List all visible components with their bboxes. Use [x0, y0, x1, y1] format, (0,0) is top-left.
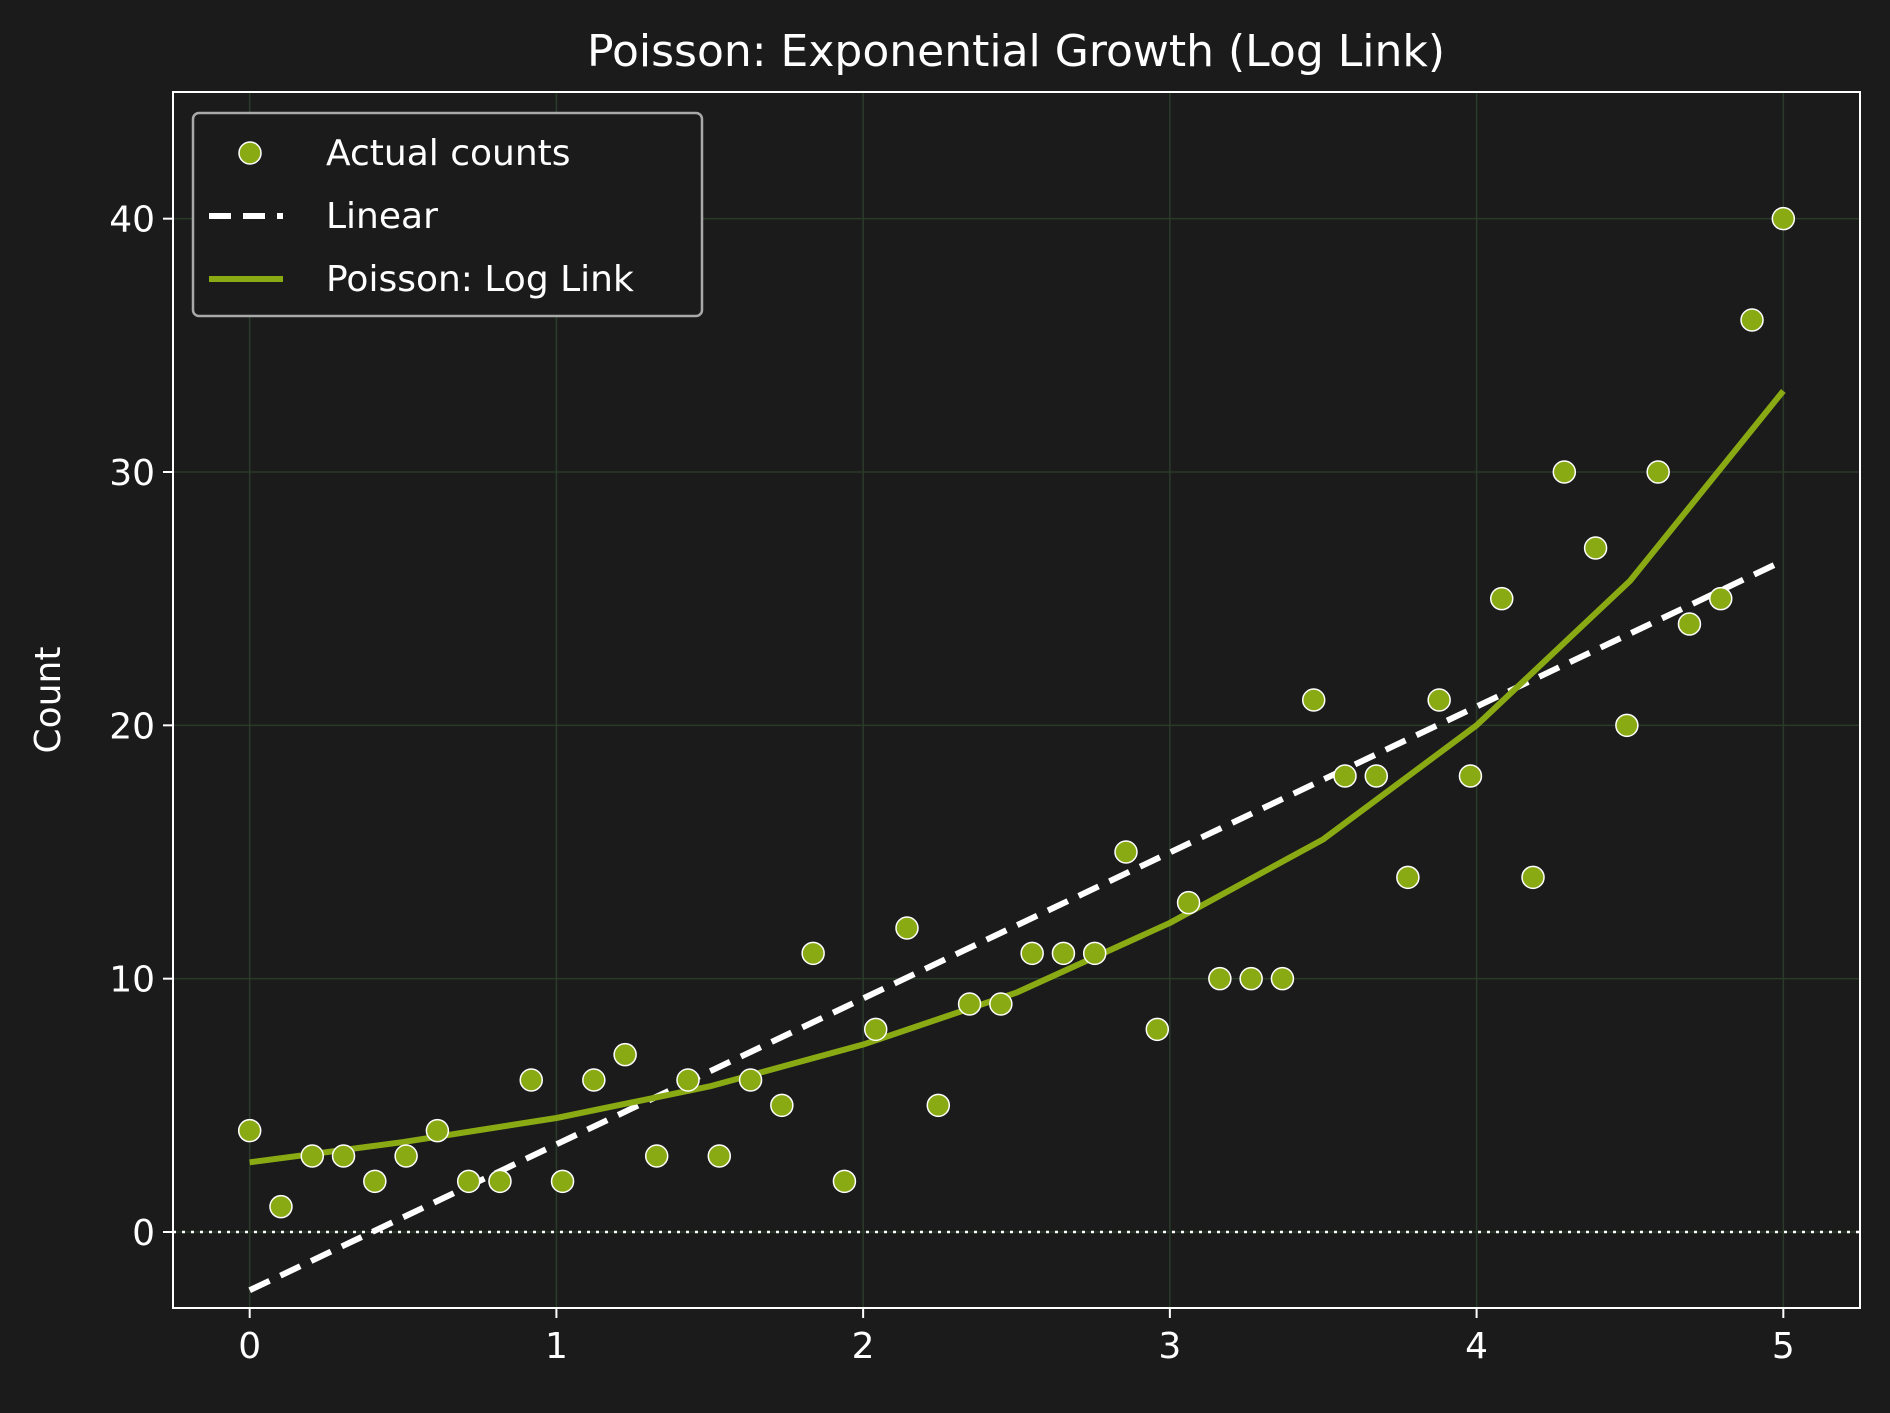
axis-ticks: 0 1 2 3 4 5 0 10 20 30 40: [109, 200, 1795, 1367]
chart-title: Poisson: Exponential Growth (Log Link): [587, 26, 1445, 77]
data-point: [488, 1169, 512, 1194]
y-axis-label: Count: [28, 647, 69, 754]
series-lines: [248, 389, 1786, 1293]
data-point: [1051, 941, 1076, 966]
data-point: [1333, 764, 1357, 788]
y-tick-label: 40: [109, 200, 155, 241]
plot-frame: [172, 91, 1861, 1309]
data-point: [1082, 941, 1107, 966]
data-point: [926, 1093, 951, 1118]
data-point: [1145, 1017, 1170, 1042]
data-point: [832, 1169, 857, 1194]
y-tick-label: 20: [109, 706, 155, 747]
linear-line: [248, 557, 1785, 1293]
data-point: [989, 992, 1013, 1016]
data-point: [425, 1118, 450, 1143]
data-point: [1301, 688, 1326, 712]
legend-marker-scatter: [238, 141, 262, 165]
data-point: [237, 1118, 262, 1143]
data-point: [1740, 308, 1764, 332]
data-point: [1020, 941, 1044, 966]
legend-label: Poisson: Log Link: [326, 259, 634, 300]
x-tick-label: 0: [238, 1326, 261, 1367]
data-point: [707, 1144, 732, 1168]
data-point: [1677, 612, 1702, 636]
x-tick-label: 5: [1772, 1326, 1795, 1367]
data-point: [1427, 688, 1451, 712]
legend-box: [191, 111, 704, 318]
poisson-log-link-line: [249, 389, 1786, 1166]
data-point: [801, 941, 825, 966]
data-point: [363, 1169, 387, 1194]
scatter-points: [237, 206, 1796, 1219]
data-point: [1583, 536, 1608, 560]
y-tick-label: 0: [132, 1213, 155, 1254]
legend: Actual counts Linear Poisson: Log Link: [191, 111, 704, 318]
data-point: [1615, 713, 1639, 738]
data-point: [957, 992, 982, 1016]
data-point: [1396, 865, 1420, 890]
legend-label: Linear: [326, 196, 438, 237]
data-point: [1458, 764, 1483, 788]
data-point: [644, 1144, 669, 1168]
data-point: [613, 1042, 637, 1067]
data-point: [456, 1169, 481, 1194]
data-point: [770, 1093, 794, 1118]
data-point: [895, 916, 919, 940]
data-point: [519, 1068, 544, 1092]
data-point: [300, 1144, 325, 1168]
data-point: [1176, 890, 1201, 915]
y-tick-label: 30: [109, 453, 155, 494]
data-point: [1239, 966, 1263, 991]
data-point: [1521, 865, 1545, 890]
data-point: [1270, 966, 1295, 991]
data-point: [1646, 460, 1670, 484]
data-point: [1708, 586, 1733, 611]
legend-label: Actual counts: [326, 133, 571, 174]
data-point: [331, 1144, 356, 1168]
data-point: [863, 1017, 888, 1042]
x-tick-label: 4: [1465, 1326, 1488, 1367]
data-point: [1364, 764, 1389, 788]
data-point: [1552, 460, 1577, 484]
data-point: [550, 1169, 575, 1194]
data-point: [1771, 206, 1796, 231]
grid-lines: [173, 92, 1860, 1308]
data-point: [582, 1068, 606, 1092]
data-point: [676, 1068, 700, 1092]
data-point: [394, 1144, 418, 1168]
data-point: [1114, 840, 1138, 864]
data-point: [1489, 586, 1514, 611]
data-point: [738, 1068, 763, 1092]
x-tick-label: 2: [852, 1326, 875, 1367]
x-tick-label: 3: [1158, 1326, 1181, 1367]
data-point: [1208, 966, 1232, 991]
x-tick-label: 1: [545, 1326, 568, 1367]
data-point: [269, 1194, 293, 1219]
y-tick-label: 10: [109, 960, 155, 1001]
